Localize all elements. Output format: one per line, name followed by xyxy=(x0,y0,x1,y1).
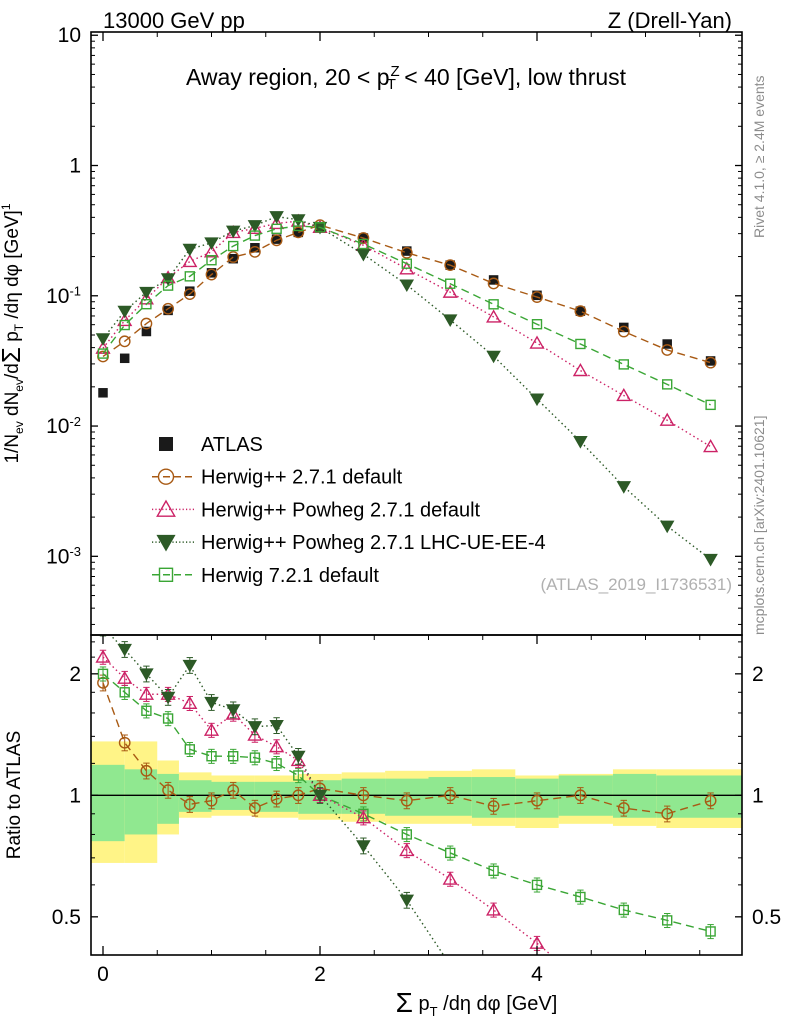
svg-text:0.5: 0.5 xyxy=(752,906,781,929)
svg-text:Herwig++ Powheg 2.7.1 default: Herwig++ Powheg 2.7.1 default xyxy=(201,499,481,521)
svg-text:Z (Drell-Yan): Z (Drell-Yan) xyxy=(608,8,732,33)
svg-text:(ATLAS_2019_I1736531): (ATLAS_2019_I1736531) xyxy=(540,575,732,594)
svg-text:2: 2 xyxy=(69,663,81,686)
svg-text:Herwig 7.2.1 default: Herwig 7.2.1 default xyxy=(201,565,379,587)
svg-text:0: 0 xyxy=(97,963,109,986)
svg-text:Rivet 4.1.0, ≥ 2.4M events: Rivet 4.1.0, ≥ 2.4M events xyxy=(751,75,767,238)
svg-text:Away region, 20 < pZT < 40 [Ge: Away region, 20 < pZ T < 40 [GeV], low th… xyxy=(186,63,627,93)
svg-text:13000 GeV pp: 13000 GeV pp xyxy=(103,8,245,33)
svg-text:Ratio to ATLAS: Ratio to ATLAS xyxy=(4,731,25,860)
svg-text:mcplots.cern.ch [arXiv:2401.10: mcplots.cern.ch [arXiv:2401.10621] xyxy=(751,416,767,635)
svg-text:ATLAS: ATLAS xyxy=(201,434,263,456)
svg-text:10: 10 xyxy=(58,24,81,47)
svg-text:1: 1 xyxy=(752,784,764,807)
svg-text:2: 2 xyxy=(752,663,764,686)
svg-text:4: 4 xyxy=(531,963,543,986)
svg-text:Herwig++ Powheg 2.7.1 LHC-UE-E: Herwig++ Powheg 2.7.1 LHC-UE-EE-4 xyxy=(201,532,546,554)
svg-text:1: 1 xyxy=(69,155,81,178)
svg-text:Herwig++ 2.7.1 default: Herwig++ 2.7.1 default xyxy=(201,467,403,489)
svg-text:1: 1 xyxy=(69,784,81,807)
svg-text:0.5: 0.5 xyxy=(52,906,81,929)
svg-text:2: 2 xyxy=(314,963,326,986)
